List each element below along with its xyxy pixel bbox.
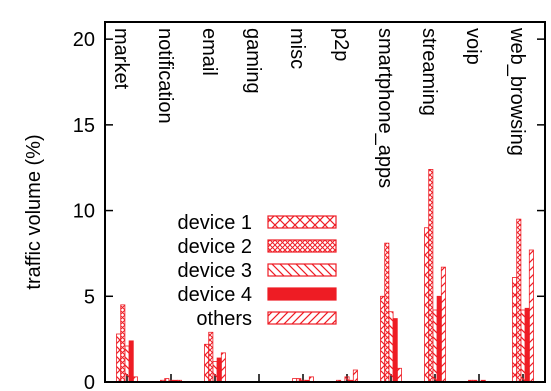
- bar-others-email: [220, 352, 226, 383]
- category-label: web_browsing: [506, 27, 528, 156]
- y-axis-title: traffic volume (%): [23, 134, 45, 289]
- y-tick-label: 5: [84, 286, 95, 308]
- legend-swatch: [267, 287, 337, 301]
- bar-others-p2p: [352, 369, 358, 383]
- bar-device-3-web_browsing: [520, 309, 526, 383]
- legend-swatch: [267, 215, 337, 229]
- bar-device-3-email: [212, 361, 218, 383]
- category-label: gaming: [242, 28, 264, 94]
- bar-device-1-web_browsing: [512, 277, 518, 383]
- legend-label: device 4: [178, 284, 253, 306]
- bar-device-3-streaming: [432, 309, 438, 383]
- legend-label: others: [196, 308, 252, 330]
- category-label: market: [110, 28, 132, 90]
- bar-device-1-market: [116, 333, 122, 383]
- y-tick-label: 10: [73, 201, 95, 223]
- bar-device-1-smartphone_apps: [380, 295, 386, 383]
- plot-frame: [104, 21, 546, 383]
- category-label: smartphone_apps: [374, 28, 396, 188]
- bar-device-2-web_browsing: [516, 218, 522, 383]
- legend-label: device 1: [178, 212, 253, 234]
- bar-device-2-smartphone_apps: [384, 242, 390, 383]
- bar-device-4-web_browsing: [524, 307, 530, 383]
- bar-device-2-email: [208, 331, 214, 383]
- legend-swatch: [267, 311, 337, 325]
- bar-device-4-market: [128, 340, 134, 383]
- legend-swatch: [267, 239, 337, 253]
- category-label: streaming: [418, 28, 440, 116]
- bar-device-1-streaming: [424, 227, 430, 383]
- y-axis-label: traffic volume (%): [23, 134, 45, 289]
- bar-device-4-email: [216, 357, 222, 383]
- bar-others-web_browsing: [528, 249, 534, 383]
- bar-device-4-streaming: [436, 295, 442, 383]
- category-label: p2p: [330, 28, 352, 61]
- bar-device-3-market: [124, 345, 130, 383]
- legend-label: device 2: [178, 236, 253, 258]
- bar-device-2-market: [120, 304, 126, 383]
- bar-others-streaming: [440, 266, 446, 383]
- category-label: voip: [462, 28, 484, 65]
- category-label: notification: [154, 28, 176, 124]
- bar-device-3-smartphone_apps: [388, 311, 394, 383]
- category-label: misc: [286, 28, 308, 69]
- bar-device-4-smartphone_apps: [392, 318, 398, 383]
- legend-label: device 3: [178, 260, 253, 282]
- y-tick-label: 0: [84, 372, 95, 391]
- category-label: email: [198, 28, 220, 76]
- legend-swatch: [267, 263, 337, 277]
- y-ticks: 0 5 10 15 20: [73, 29, 545, 391]
- bar-device-2-streaming: [428, 169, 434, 383]
- category-labels: market notification email gaming misc p2p smar…: [110, 27, 528, 382]
- bar-device-1-email: [204, 343, 210, 383]
- bar-others-smartphone_apps: [396, 367, 402, 383]
- y-tick-label: 20: [73, 29, 95, 51]
- y-tick-label: 15: [73, 115, 95, 137]
